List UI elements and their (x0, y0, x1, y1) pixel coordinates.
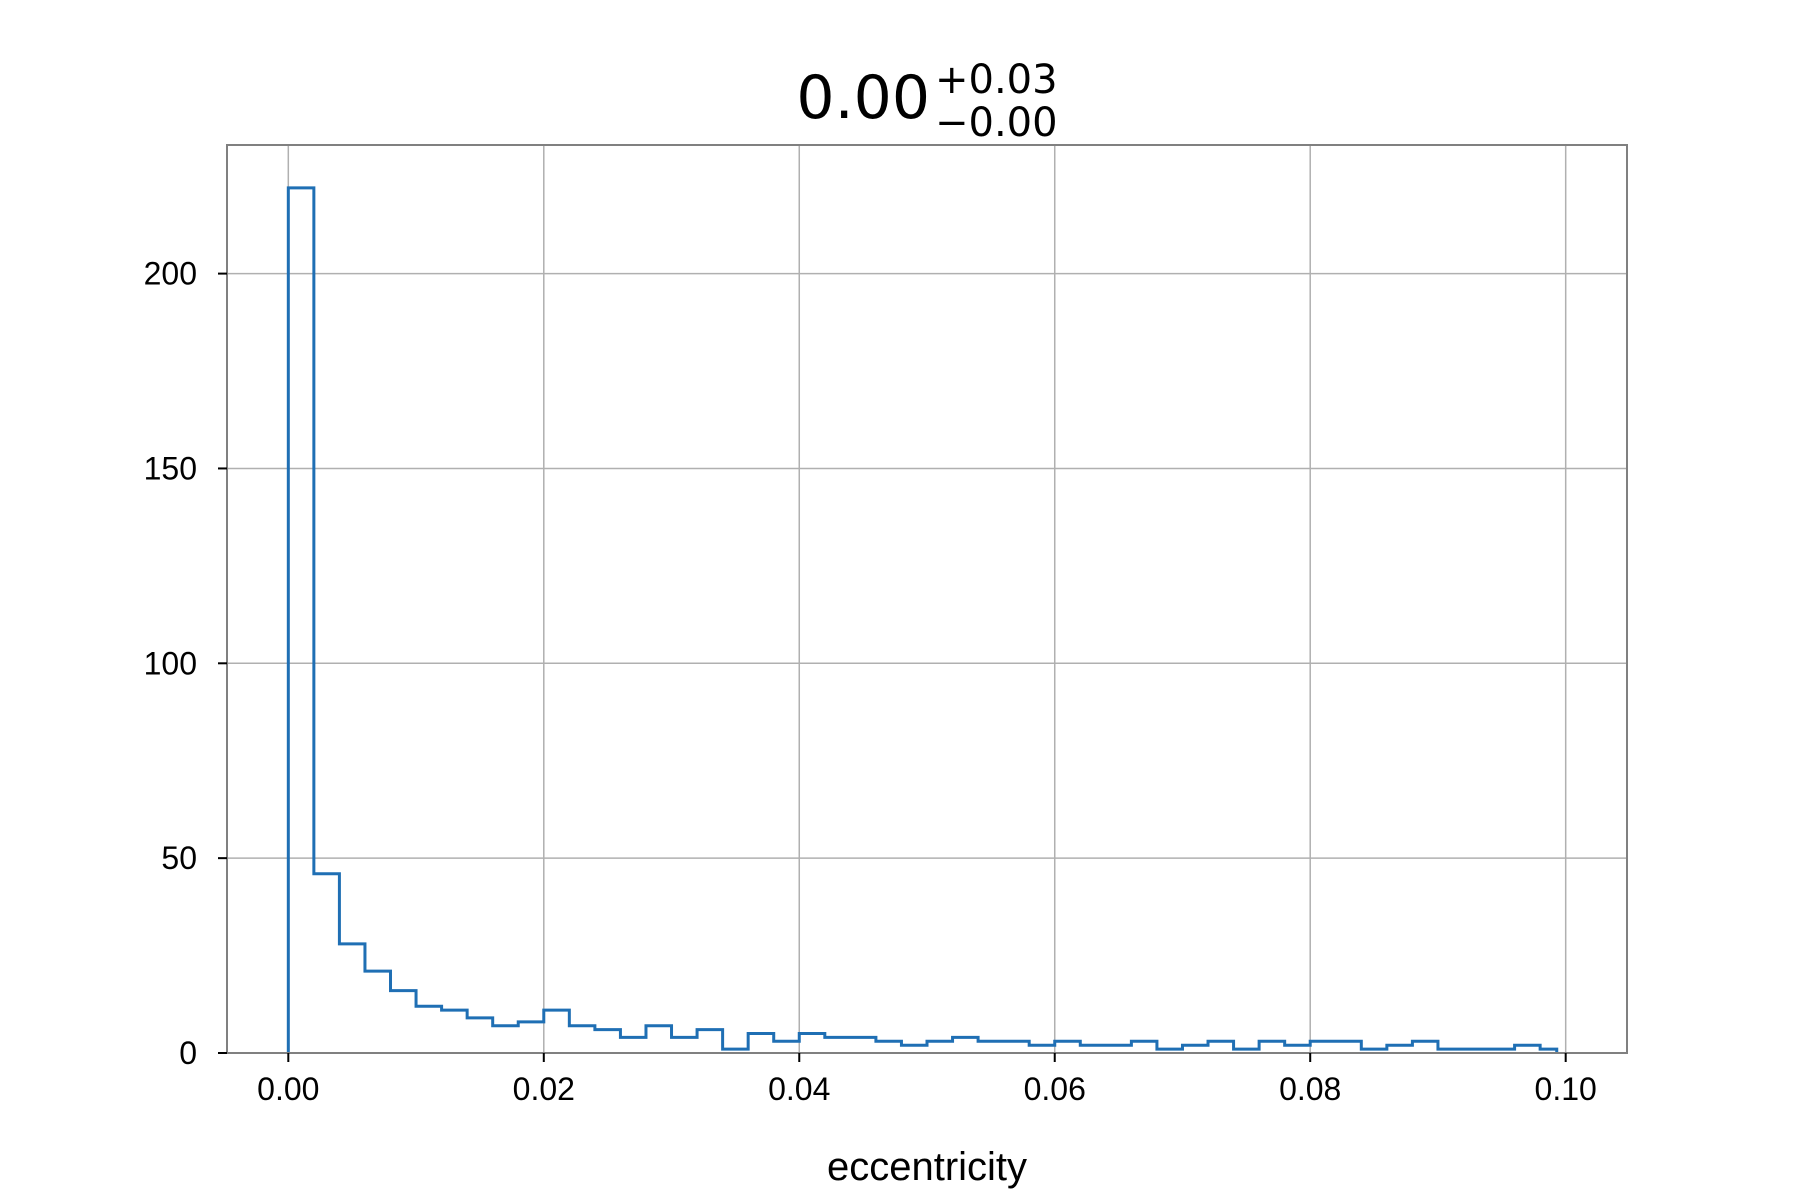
histogram-bin-11 (569, 1026, 595, 1053)
histogram-bin-20 (799, 1034, 825, 1053)
histogram-bin-40 (1310, 1041, 1336, 1053)
histogram-bin-9 (518, 1022, 544, 1053)
y-tick-label-1: 50 (161, 840, 197, 876)
histogram-bin-32 (1106, 1045, 1132, 1053)
x-axis-label: eccentricity (827, 1145, 1027, 1189)
histogram-bin-33 (1131, 1041, 1157, 1053)
histogram-bin-10 (544, 1010, 570, 1053)
plot-frame (226, 144, 1628, 1054)
histogram-bin-16 (697, 1030, 723, 1053)
histogram-bin-36 (1208, 1041, 1234, 1053)
histogram-bin-7 (467, 1018, 493, 1053)
chart-title-upper-error: +0.03 (935, 57, 1058, 103)
grid-lines (227, 145, 1627, 1054)
histogram-step-line (286, 186, 1559, 1053)
histogram-bin-43 (1387, 1045, 1413, 1053)
x-tick-label-2: 0.04 (768, 1071, 830, 1107)
histogram-bin-18 (748, 1034, 774, 1053)
histogram-bin-14 (646, 1026, 672, 1053)
histogram-bin-44 (1412, 1041, 1438, 1053)
histogram-bin-35 (1182, 1045, 1208, 1053)
y-tick-label-0: 0 (179, 1035, 197, 1071)
chart-title-lower-error: −0.00 (935, 100, 1058, 146)
x-tick-label-0: 0.00 (257, 1071, 319, 1107)
histogram-bin-5 (416, 1006, 442, 1053)
x-tick-label-1: 0.02 (513, 1071, 575, 1107)
histogram-bin-22 (850, 1037, 876, 1053)
histogram-series (286, 186, 1559, 1053)
histogram-bin-1 (314, 874, 340, 1053)
histogram-bin-23 (876, 1041, 902, 1053)
histogram-bin-25 (927, 1041, 953, 1053)
histogram-bin-30 (1055, 1041, 1081, 1053)
histogram-bin-4 (391, 991, 417, 1053)
histogram-bin-39 (1285, 1045, 1311, 1053)
histogram-bin-0 (288, 188, 314, 1053)
histogram-bin-31 (1080, 1045, 1106, 1053)
histogram-bin-26 (953, 1037, 979, 1053)
y-tick-label-2: 100 (144, 645, 197, 681)
histogram-bin-48 (1515, 1045, 1541, 1053)
x-tick-label-4: 0.08 (1279, 1071, 1341, 1107)
histogram-bin-21 (825, 1037, 851, 1053)
histogram-bin-38 (1259, 1041, 1285, 1053)
x-tick-label-3: 0.06 (1024, 1071, 1086, 1107)
y-tick-label-3: 150 (144, 450, 197, 486)
histogram-bin-41 (1336, 1041, 1362, 1053)
histogram-bin-19 (774, 1041, 800, 1053)
x-tick-label-5: 0.10 (1535, 1071, 1597, 1107)
histogram-bin-12 (595, 1030, 621, 1053)
histogram-bin-8 (493, 1026, 519, 1053)
histogram-bin-28 (1004, 1041, 1030, 1053)
histogram-bin-6 (442, 1010, 468, 1053)
y-axis-ticks: 0 50 100 150 200 (144, 256, 227, 1071)
x-axis-ticks: 0.00 0.02 0.04 0.06 0.08 0.10 (257, 1053, 1597, 1107)
histogram-bin-27 (978, 1041, 1004, 1053)
histogram-bin-13 (620, 1037, 646, 1053)
histogram-bin-2 (339, 944, 365, 1053)
histogram-bin-3 (365, 971, 391, 1053)
chart-title: 0.00 (796, 63, 930, 133)
y-tick-label-4: 200 (144, 256, 197, 292)
histogram-bin-24 (901, 1045, 927, 1053)
histogram-bin-29 (1029, 1045, 1055, 1053)
histogram-bin-15 (672, 1037, 698, 1053)
